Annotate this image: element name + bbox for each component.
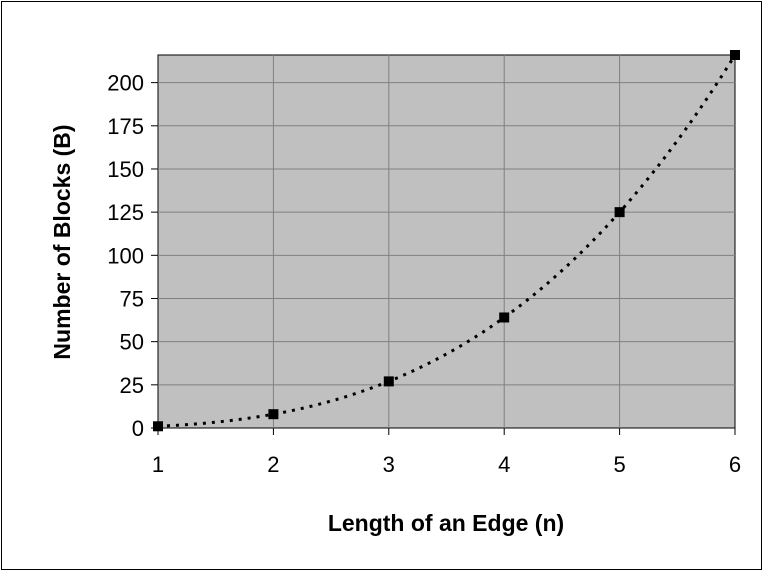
y-tick-label: 0 — [132, 416, 144, 441]
data-point — [153, 421, 163, 432]
x-tick-labels: 1 2 3 4 5 6 — [152, 452, 741, 477]
data-points — [153, 50, 740, 432]
y-tick-label: 50 — [120, 330, 144, 355]
y-tick-marks — [151, 82, 158, 429]
data-point — [614, 207, 625, 218]
data-point — [730, 50, 740, 60]
y-tick-label: 100 — [107, 243, 144, 268]
y-tick-label: 125 — [107, 200, 144, 225]
y-tick-label: 75 — [120, 286, 144, 311]
y-axis-title: Number of Blocks (B) — [49, 124, 75, 359]
x-tick-label: 4 — [498, 452, 510, 477]
y-tick-label: 25 — [120, 373, 144, 398]
y-tick-labels: 0 25 50 75 100 125 150 175 200 — [107, 71, 144, 441]
x-tick-label: 1 — [152, 452, 164, 477]
x-tick-label: 3 — [383, 452, 395, 477]
plot-area — [157, 54, 736, 429]
y-tick-label: 150 — [107, 157, 144, 182]
data-point — [383, 376, 394, 387]
data-point — [268, 409, 279, 420]
x-tick-marks — [157, 428, 736, 435]
y-gridlines — [158, 82, 735, 386]
x-axis-title: Length of an Edge (n) — [328, 510, 564, 536]
y-tick-label: 200 — [107, 71, 144, 96]
x-tick-label: 2 — [267, 452, 279, 477]
data-point — [499, 312, 510, 323]
x-tick-label: 5 — [613, 452, 625, 477]
x-gridlines — [272, 55, 621, 428]
x-tick-label: 6 — [729, 452, 741, 477]
y-tick-label: 175 — [107, 114, 144, 139]
